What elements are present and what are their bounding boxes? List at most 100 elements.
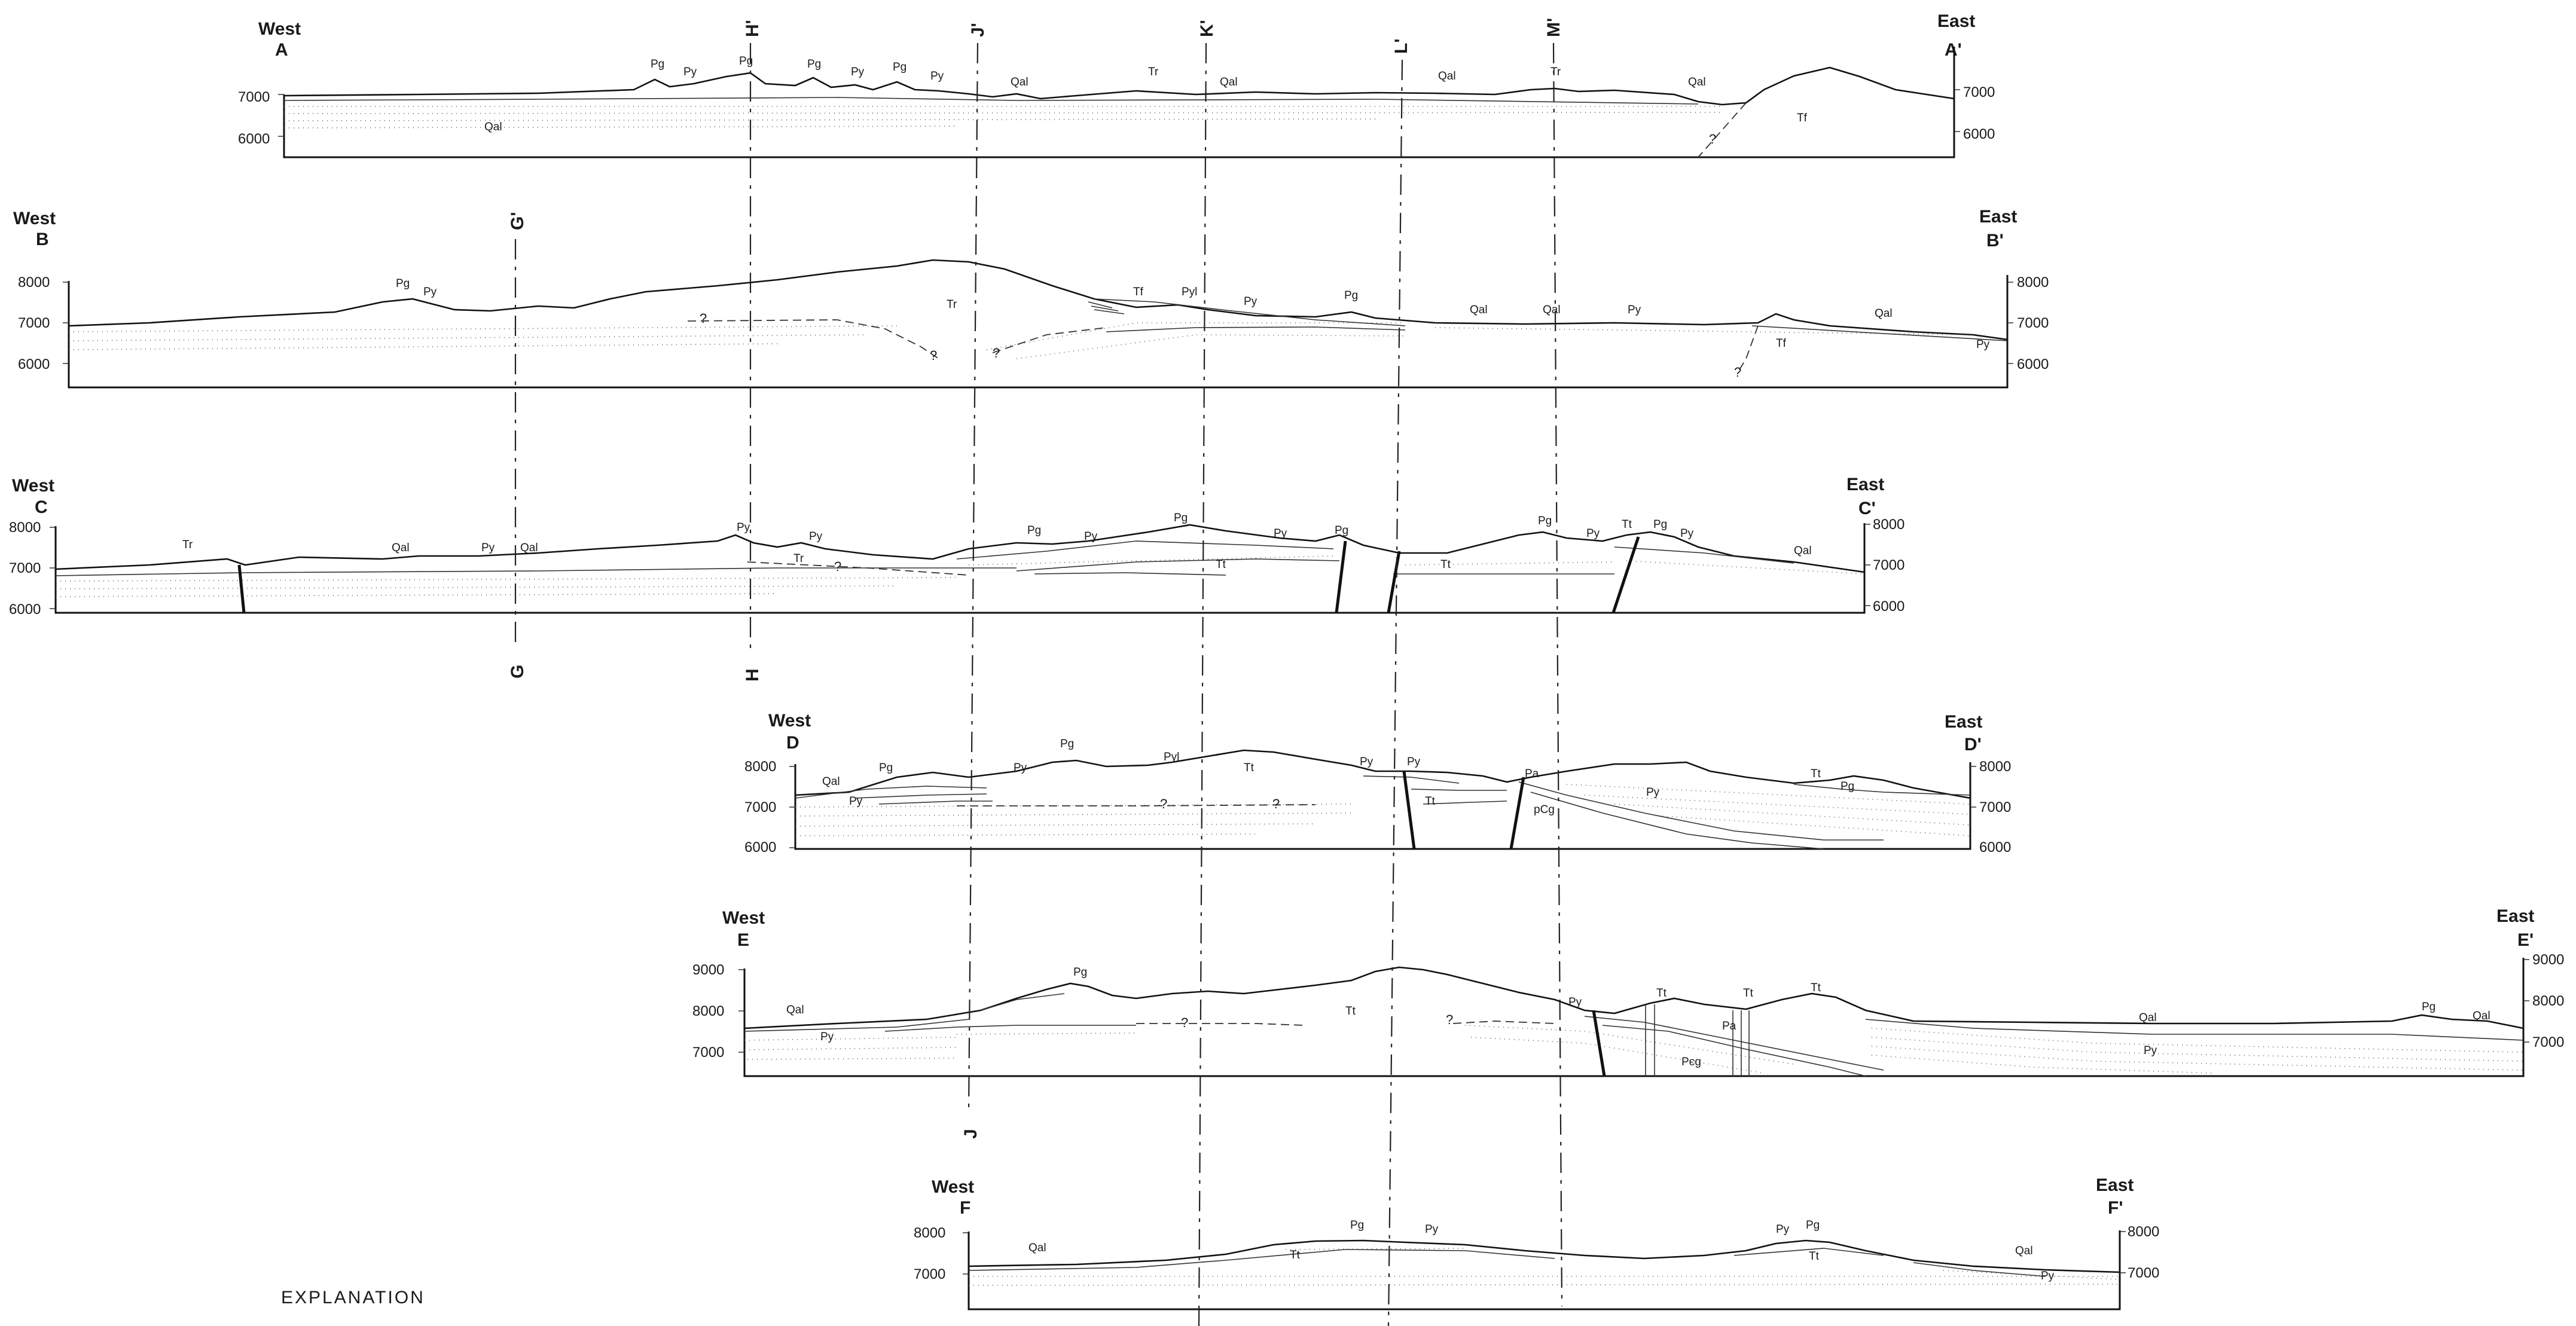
section-e-west-word: West (722, 908, 765, 928)
unit-label-e-pa: Pa (1722, 1020, 1736, 1032)
section-f-right-tick-8000: 8000 (2128, 1224, 2159, 1240)
section-f-left-tick-7000: 7000 (914, 1266, 945, 1282)
unit-label-d-py: Py (1014, 762, 1027, 774)
section-d-contacts (795, 775, 1971, 850)
unit-label-c-tr: Tr (793, 552, 804, 565)
section-c-left-tick-7000: 7000 (9, 560, 41, 576)
question-mark: ? (1446, 1012, 1453, 1027)
section-e-right-tick-7000: 7000 (2532, 1034, 2564, 1050)
unit-label-d-tt: Tt (1425, 795, 1436, 808)
unit-label-c-py: Py (809, 530, 823, 543)
unit-label-d-py: Py (1646, 786, 1660, 799)
section-a-left-tick-7000: 7000 (238, 89, 270, 105)
section-e-right-tick-8000: 8000 (2532, 993, 2564, 1009)
unit-label-e-py: Py (1568, 996, 1582, 1009)
section-b-tf-wedges (1088, 301, 1125, 314)
index-line-g-top-label: G' (508, 212, 527, 230)
unit-label-a-qal: Qal (1011, 76, 1028, 88)
unit-label-f-pg: Pg (1806, 1219, 1820, 1232)
unit-label-a-qal: Qal (484, 121, 502, 133)
index-line-k (1198, 42, 1207, 1326)
unit-label-a-qal: Qal (1438, 70, 1456, 83)
section-f-west-word: West (932, 1177, 974, 1197)
section-b-west-letter: B (36, 230, 49, 249)
unit-label-c-qal: Qal (1794, 545, 1812, 557)
section-b-contacts (1094, 298, 2008, 341)
section-c-right-tick-6000: 6000 (1873, 598, 1904, 615)
section-c-left-tick-6000: 6000 (9, 601, 41, 618)
unit-label-e-tt: Tt (1345, 1005, 1356, 1018)
index-line-l-top-label: L' (1391, 39, 1411, 54)
index-line-h-bottom-label: H (743, 668, 762, 682)
unit-label-e-py: Py (2144, 1044, 2157, 1057)
unit-label-a-py: Py (851, 66, 865, 78)
unit-label-a-pg: Pg (739, 55, 753, 68)
question-mark: ? (700, 311, 707, 326)
unit-label-f-qal: Qal (2015, 1245, 2033, 1257)
unit-label-c-tt: Tt (1216, 558, 1226, 571)
unit-label-c-py: Py (1274, 527, 1287, 540)
section-a-topography (283, 66, 1955, 106)
unit-label-f-py: Py (2041, 1270, 2055, 1282)
unit-label-e-tt: Tt (1811, 982, 1821, 994)
unit-label-d-tt: Tt (1811, 768, 1821, 780)
unit-label-c-pg: Pg (1538, 515, 1552, 527)
unit-label-a-py: Py (930, 70, 944, 83)
question-mark: ? (1734, 365, 1741, 380)
section-e-right-tick-9000: 9000 (2532, 952, 2564, 968)
unit-label-e-qal: Qal (2473, 1010, 2490, 1022)
unit-label-a-pg: Pg (651, 58, 664, 71)
section-d-topography (795, 749, 1971, 799)
section-f-east-letter: F' (2108, 1198, 2123, 1218)
unit-label-d-py: Py (1407, 756, 1421, 768)
unit-label-e-tt: Tt (1656, 987, 1667, 1000)
unit-label-a-qal: Qal (1220, 76, 1238, 88)
section-e-dikes (1645, 1004, 1750, 1076)
unit-label-c-pg: Pg (1027, 524, 1041, 537)
unit-label-b-py: Py (423, 286, 437, 298)
section-f-contacts (968, 1248, 2046, 1277)
section-f-right-tick-7000: 7000 (2128, 1265, 2159, 1281)
unit-label-a-qal: Qal (1688, 76, 1706, 88)
unit-label-e-qal: Qal (786, 1004, 804, 1016)
question-mark: ? (1272, 796, 1280, 811)
section-b-inferred-contacts (687, 319, 1759, 374)
unit-label-c-pg: Pg (1335, 524, 1348, 537)
section-f-ticks (963, 1231, 2126, 1275)
section-e-left-tick-9000: 9000 (692, 962, 724, 978)
unit-label-a-tr: Tr (1148, 66, 1159, 78)
section-a: West A East A' 7000 6000 7000 6000 (238, 11, 1995, 158)
unit-label-c-tt: Tt (1622, 518, 1632, 531)
section-c-ticks (50, 524, 1870, 609)
section-d: West D East D' 8000 7000 6000 8000 7000 … (744, 711, 2011, 856)
unit-label-f-py: Py (1776, 1223, 1790, 1236)
section-c-right-tick-7000: 7000 (1873, 557, 1904, 573)
question-mark: ? (1709, 132, 1716, 146)
section-c-topography (55, 524, 1865, 573)
section-a-left-tick-6000: 6000 (238, 131, 270, 147)
unit-label-b-qal: Qal (1470, 304, 1488, 316)
unit-label-f-tt: Tt (1809, 1250, 1820, 1263)
section-d-left-tick-6000: 6000 (744, 839, 776, 856)
section-d-right-tick-6000: 6000 (1979, 839, 2011, 856)
section-c-inferred-contact (747, 561, 969, 576)
section-e-inferred-contacts (1136, 1021, 1555, 1026)
section-b-right-tick-8000: 8000 (2017, 274, 2049, 291)
unit-label-d-pg: Pg (1841, 780, 1854, 793)
unit-label-c-py: Py (737, 521, 750, 534)
index-line-j-top-label: J' (968, 23, 988, 37)
unit-label-c-pg: Pg (1174, 512, 1188, 524)
section-c-frame (54, 523, 1866, 614)
section-e: West E East E' 9000 8000 7000 9000 8000 … (692, 906, 2564, 1077)
unit-label-c-tt: Tt (1440, 558, 1451, 571)
unit-label-d-pg: Pg (879, 762, 893, 774)
section-e-east-word: East (2496, 906, 2534, 926)
section-d-faults (1402, 771, 1525, 850)
unit-label-d-pcg: pCg (1534, 803, 1555, 816)
index-line-l (1387, 59, 1403, 1326)
section-c-left-tick-8000: 8000 (9, 520, 41, 536)
section-b-right-tick-7000: 7000 (2017, 315, 2049, 331)
unit-label-a-pg: Pg (807, 58, 821, 71)
unit-label-b-tf: Tf (1776, 337, 1787, 350)
section-d-west-word: West (768, 711, 811, 731)
